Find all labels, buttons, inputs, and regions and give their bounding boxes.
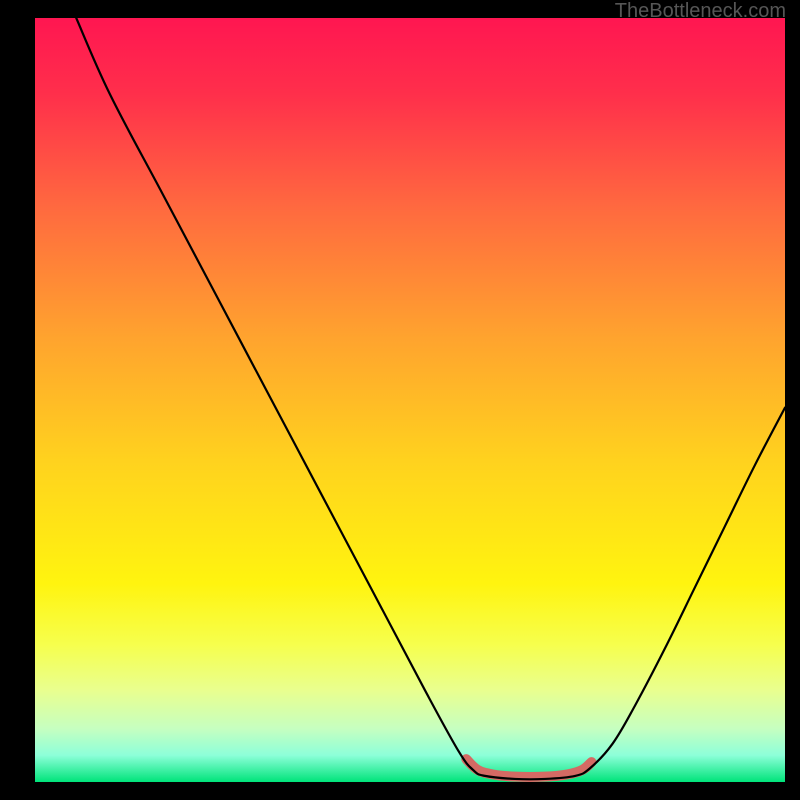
chart-svg-layer — [35, 18, 785, 782]
marker-band — [466, 759, 591, 777]
watermark-text: TheBottleneck.com — [615, 0, 786, 23]
chart-frame: TheBottleneck.com — [0, 0, 800, 800]
chart-plot-area — [35, 18, 785, 782]
bottleneck-curve — [76, 18, 785, 779]
